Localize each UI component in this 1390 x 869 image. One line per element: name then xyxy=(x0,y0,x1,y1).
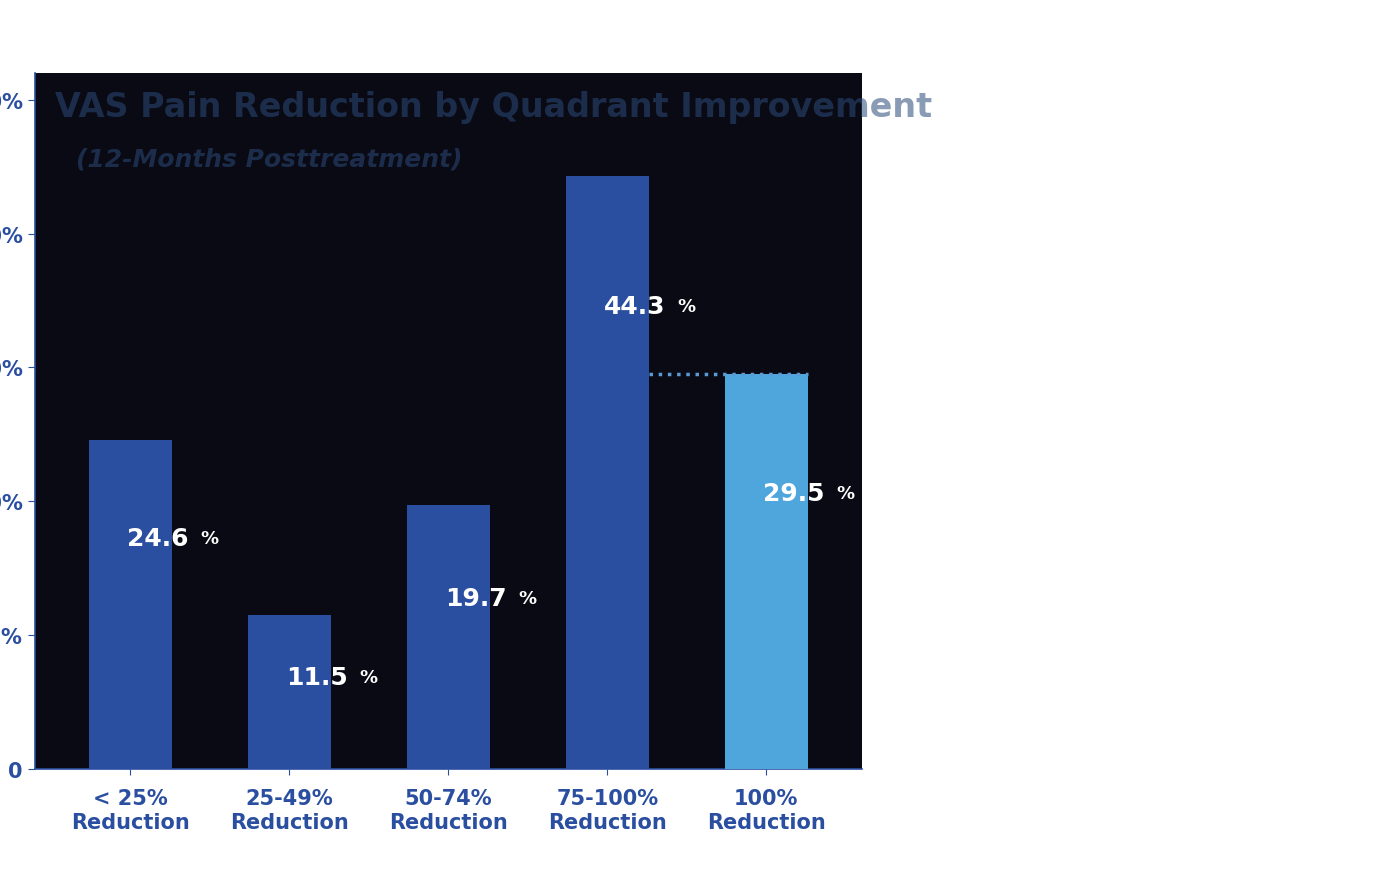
Bar xyxy=(407,506,489,769)
Text: 44.3: 44.3 xyxy=(605,295,666,319)
Bar xyxy=(247,615,331,769)
Text: %: % xyxy=(837,484,855,502)
Text: 24.6: 24.6 xyxy=(126,527,189,551)
Bar xyxy=(566,176,649,769)
Text: 19.7: 19.7 xyxy=(445,586,507,610)
Text: %: % xyxy=(677,298,695,316)
Text: 11.5: 11.5 xyxy=(286,665,348,689)
Bar xyxy=(89,441,171,769)
Text: (12-Months Posttreatment): (12-Months Posttreatment) xyxy=(76,147,463,171)
Text: VAS Pain Reduction by Quadrant Improvement: VAS Pain Reduction by Quadrant Improveme… xyxy=(56,91,933,124)
Bar xyxy=(726,375,808,769)
Text: BVN Ablation Arm: BVN Ablation Arm xyxy=(309,31,588,60)
Text: %: % xyxy=(518,589,537,607)
Text: %: % xyxy=(200,530,218,547)
Text: 29.5: 29.5 xyxy=(763,481,824,505)
Text: %: % xyxy=(359,668,377,686)
